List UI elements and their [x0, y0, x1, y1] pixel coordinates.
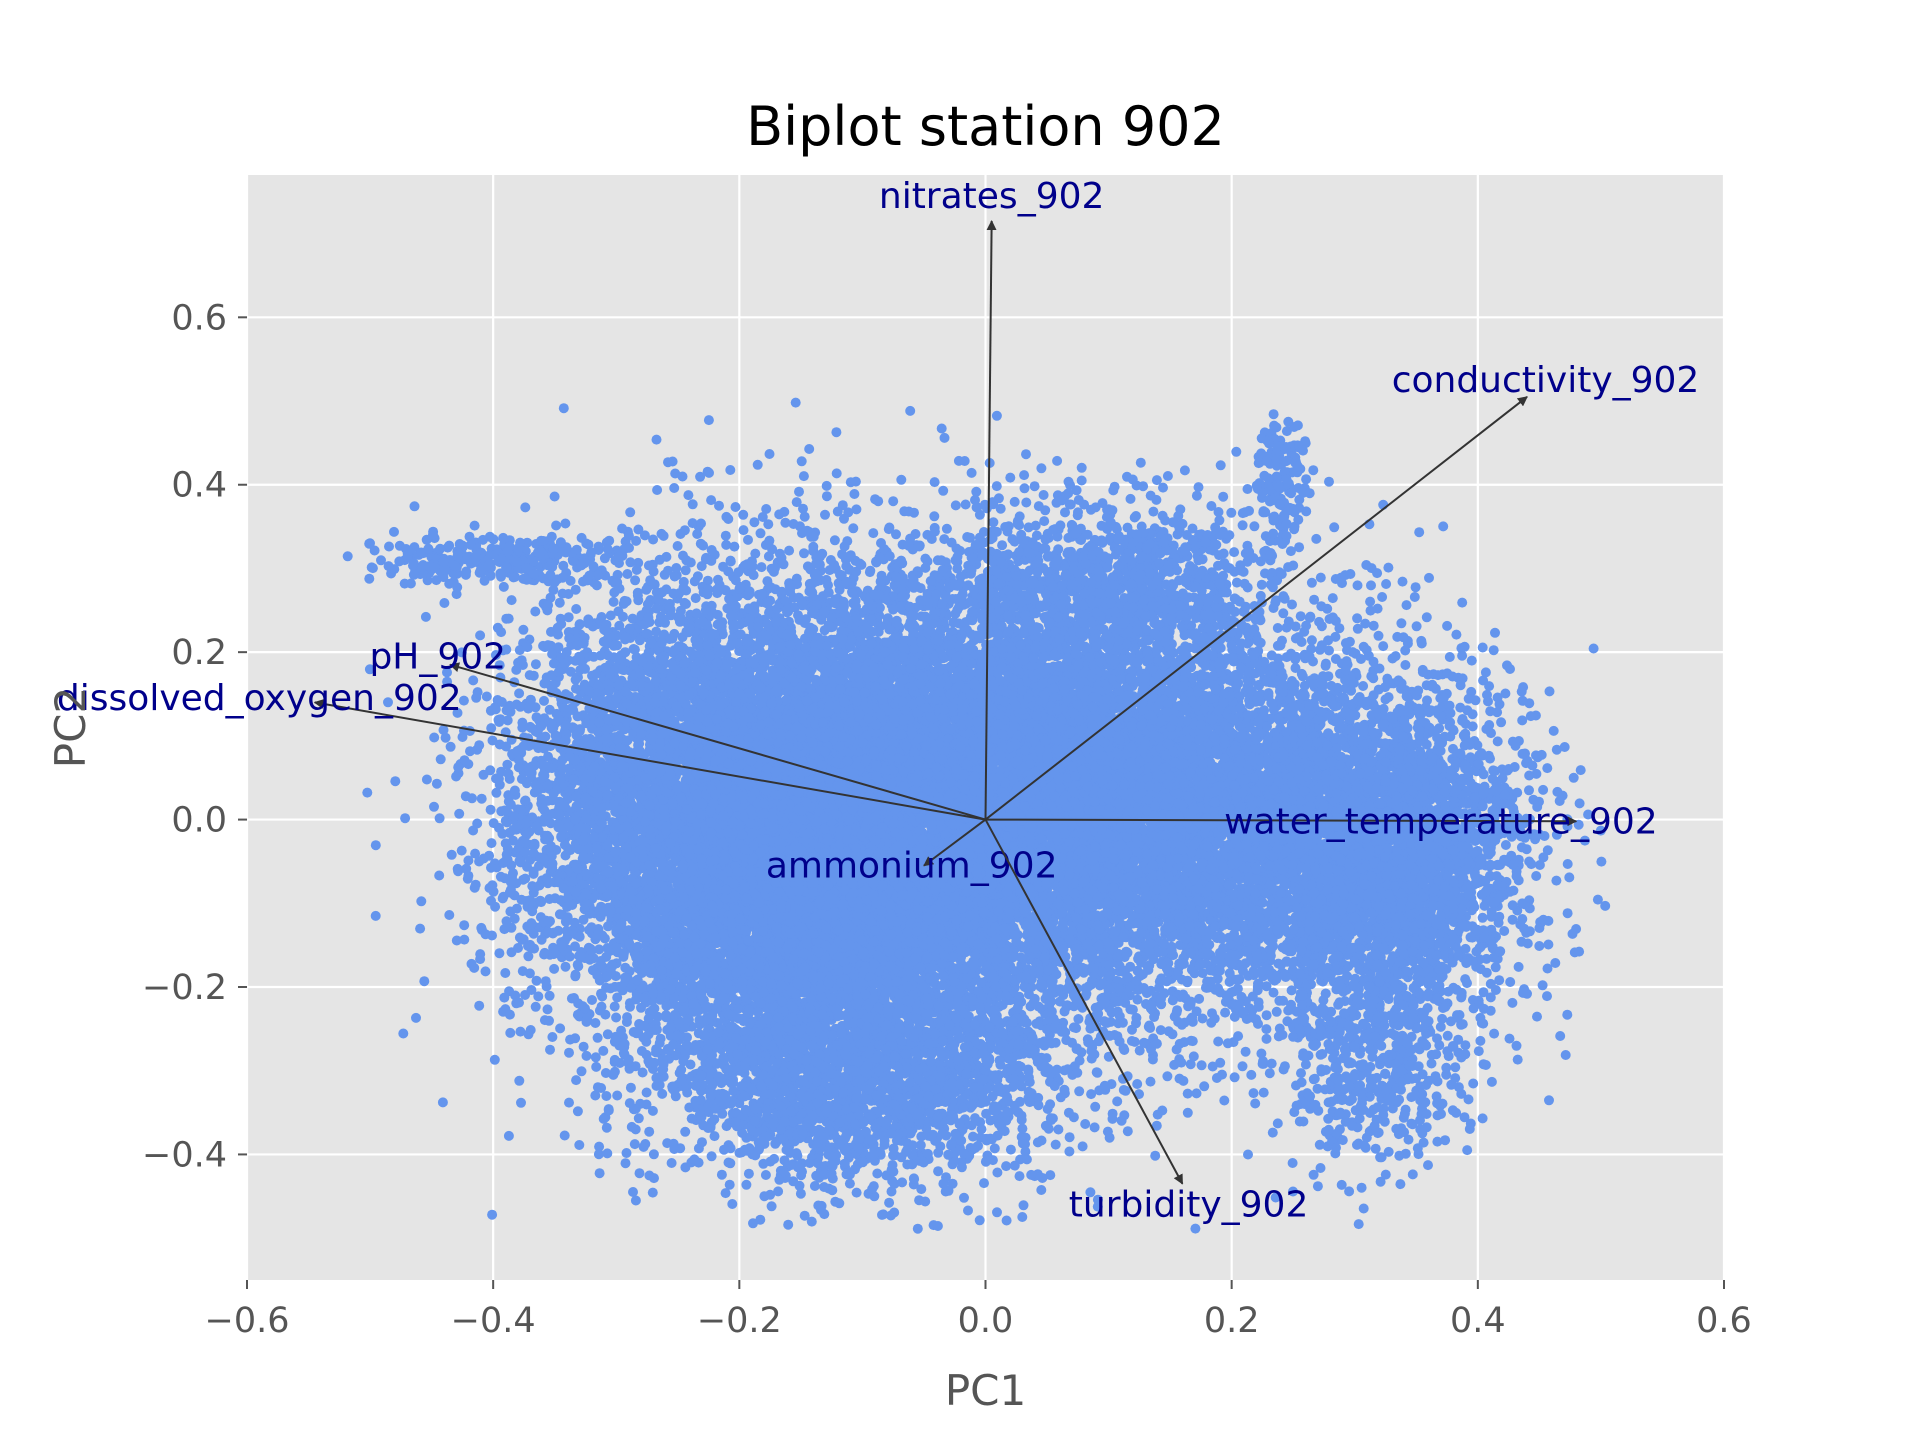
scatter-point	[503, 1130, 514, 1141]
scatter-point	[829, 535, 840, 546]
scatter-point	[741, 1179, 752, 1190]
scatter-point	[571, 1075, 582, 1086]
scatter-point	[419, 976, 430, 987]
scatter-point	[666, 1158, 677, 1168]
scatter-point	[515, 1026, 526, 1037]
scatter-point	[560, 518, 571, 529]
scatter-point	[743, 534, 753, 545]
scatter-point	[630, 1195, 641, 1206]
scatter-point	[748, 570, 759, 581]
scatter-point	[1001, 1161, 1012, 1172]
scatter-point	[545, 1044, 555, 1055]
scatter-point	[611, 1012, 622, 1023]
scatter-point	[620, 1158, 631, 1169]
scatter-point	[601, 1091, 612, 1101]
scatter-point	[485, 804, 496, 815]
scatter-point	[799, 548, 809, 559]
scatter-point	[564, 1047, 574, 1058]
scatter-point	[691, 608, 702, 619]
scatter-point	[555, 1023, 566, 1034]
scatter-point	[988, 517, 999, 528]
scatter-point	[648, 1149, 659, 1160]
scatter-point	[591, 1061, 602, 1072]
scatter-points	[342, 397, 1611, 1234]
scatter-point	[748, 1218, 758, 1229]
scatter-point	[475, 949, 486, 960]
scatter-point	[592, 1032, 603, 1043]
scatter-point	[557, 588, 568, 599]
scatter-point	[494, 948, 505, 959]
scatter-point	[738, 509, 749, 520]
scatter-point	[547, 1032, 558, 1042]
scatter-point	[598, 1113, 609, 1124]
scatter-point	[1190, 1223, 1201, 1234]
scatter-point	[574, 1140, 585, 1150]
scatter-point	[429, 732, 440, 743]
scatter-point	[628, 1187, 638, 1197]
scatter-point	[530, 1001, 541, 1012]
scatter-point	[625, 507, 636, 518]
scatter-point	[411, 1012, 421, 1023]
scatter-point	[683, 490, 694, 501]
scatter-point	[651, 434, 662, 445]
scatter-point	[1053, 1124, 1064, 1135]
scatter-point	[657, 1088, 668, 1099]
scatter-point	[959, 1192, 969, 1203]
scatter-point	[612, 1090, 623, 1101]
scatter-point	[1074, 1055, 1085, 1066]
scatter-point	[480, 966, 491, 977]
scatter-point	[601, 1122, 612, 1133]
scatter-point	[784, 545, 795, 556]
scatter-point	[489, 1054, 500, 1065]
scatter-point	[730, 502, 741, 512]
scatter-point	[487, 1209, 498, 1220]
scatter-point	[362, 787, 373, 798]
scatter-point	[474, 1000, 485, 1011]
scatter-point	[434, 870, 445, 881]
scatter-point	[609, 1001, 620, 1012]
scatter-point	[560, 961, 571, 972]
